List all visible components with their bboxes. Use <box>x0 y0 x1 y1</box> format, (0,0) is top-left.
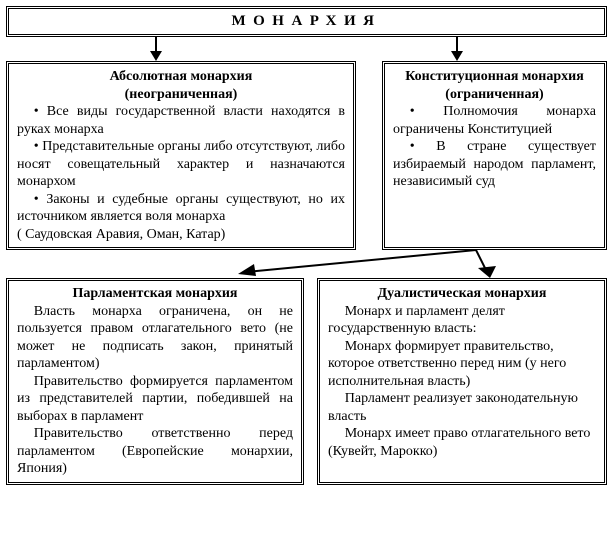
parl-p3: Правительство ответственно перед парламе… <box>17 425 293 478</box>
const-title2: (ограниченная) <box>393 86 596 104</box>
dual-p2: Монарх формирует правительство, которое … <box>328 338 596 391</box>
abs-b2: • Представительные органы либо отсутству… <box>17 138 345 191</box>
dual-p1: Монарх и парламент делят государственную… <box>328 303 596 338</box>
abs-title1: Абсолютная монархия <box>17 68 345 86</box>
const-b2: • В стране существует избираемый народом… <box>393 138 596 191</box>
dual-title: Дуалистическая монархия <box>328 285 596 303</box>
bottom-row: Парламентская монархия Власть монарха ог… <box>6 278 607 485</box>
header-title: МОНАРХИЯ <box>231 13 381 29</box>
parl-title: Парламентская монархия <box>17 285 293 303</box>
split-arrows-icon <box>6 250 607 278</box>
box-dualistic-monarchy: Дуалистическая монархия Монарх и парламе… <box>317 278 607 485</box>
arrow-down-icon <box>447 37 467 61</box>
arrow-row-bottom <box>6 250 607 278</box>
dual-p4: Монарх имеет право отлагательного вето (… <box>328 425 596 460</box>
const-title1: Конституционная монархия <box>393 68 596 86</box>
top-row: Абсолютная монархия (неограниченная) • В… <box>6 61 607 250</box>
box-constitutional-monarchy: Конституционная монархия (ограниченная) … <box>382 61 607 250</box>
box-absolute-monarchy: Абсолютная монархия (неограниченная) • В… <box>6 61 356 250</box>
const-b1: • Полномочия монарха ограничены Конститу… <box>393 103 596 138</box>
box-parliamentary-monarchy: Парламентская монархия Власть монарха ог… <box>6 278 304 485</box>
parl-p2: Правительство формируется парламентом из… <box>17 373 293 426</box>
arrow-down-icon <box>146 37 166 61</box>
abs-b3: • Законы и судебные органы существуют, н… <box>17 191 345 226</box>
dual-p3: Парламент реализует законодательную влас… <box>328 390 596 425</box>
abs-title2: (неограниченная) <box>17 86 345 104</box>
parl-p1: Власть монарха ограничена, он не пользуе… <box>17 303 293 373</box>
abs-examples: ( Саудовская Аравия, Оман, Катар) <box>17 226 345 244</box>
arrow-row-top <box>6 37 607 61</box>
abs-b1: • Все виды государственной власти находя… <box>17 103 345 138</box>
header-box: МОНАРХИЯ <box>6 6 607 37</box>
